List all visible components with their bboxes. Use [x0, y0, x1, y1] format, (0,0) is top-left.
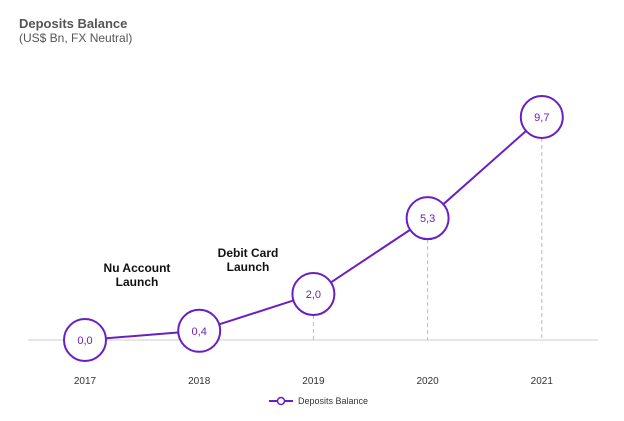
data-point-marker — [291, 272, 336, 317]
data-point-marker — [519, 95, 564, 139]
legend-marker — [276, 396, 286, 406]
x-tick-label: 2017 — [74, 376, 97, 387]
data-label: 2,0 — [306, 289, 321, 301]
x-tick-label: 2021 — [531, 376, 554, 387]
x-tick-label: 2020 — [416, 376, 439, 387]
annotation-label: Debit Card Launch — [218, 246, 279, 274]
chart-title: Deposits Balance — [19, 16, 128, 31]
annotation-label: Nu Account Launch — [104, 261, 171, 289]
data-point-marker — [177, 308, 222, 353]
data-point-marker — [405, 196, 450, 241]
legend-label: Deposits Balance — [298, 396, 368, 406]
x-tick-label: 2019 — [302, 376, 325, 387]
x-tick-label: 2018 — [188, 376, 211, 387]
data-point-marker — [63, 318, 107, 362]
data-label: 0,4 — [192, 326, 207, 338]
chart-subtitle: (US$ Bn, FX Neutral) — [19, 31, 133, 45]
data-label: 9,7 — [534, 112, 549, 124]
data-label: 5,3 — [420, 213, 435, 225]
data-label: 0,0 — [77, 335, 92, 347]
